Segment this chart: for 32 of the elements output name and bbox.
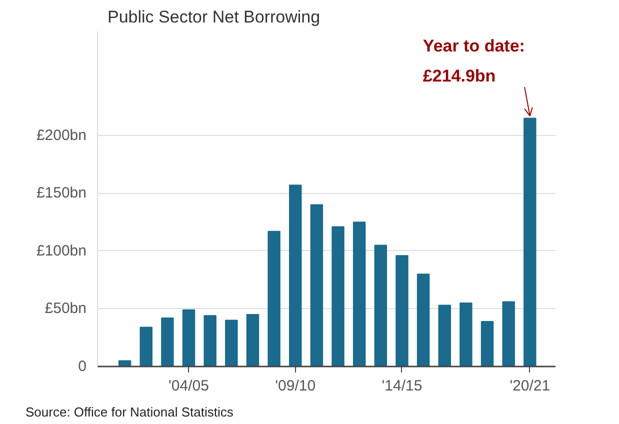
bar <box>289 184 302 366</box>
x-tick-label: '20/21 <box>510 378 550 394</box>
bar <box>310 204 324 366</box>
bar <box>118 360 132 366</box>
bar <box>332 226 344 366</box>
bar <box>396 255 408 366</box>
bar <box>161 317 174 366</box>
x-tick-label: '09/10 <box>275 378 316 394</box>
source-note: Source: Office for National Statistics <box>26 404 234 420</box>
bar <box>204 315 216 366</box>
bar <box>182 309 196 366</box>
bar <box>438 304 451 366</box>
bar <box>225 320 238 366</box>
bar <box>416 274 430 366</box>
x-tick-label: '14/15 <box>382 378 422 394</box>
y-tick-label: £100bn <box>36 242 87 260</box>
bar <box>246 314 260 366</box>
bar <box>374 244 388 366</box>
bar <box>460 302 472 366</box>
bar <box>352 222 366 366</box>
y-tick-label: £200bn <box>36 126 87 144</box>
y-tick-label: 0 <box>78 358 86 375</box>
bar <box>480 320 494 366</box>
bar <box>140 326 152 366</box>
annotation: Year to date: £214.9bn <box>422 36 525 86</box>
bar <box>502 301 515 366</box>
chart-title: Public Sector Net Borrowing <box>108 8 320 26</box>
bar <box>268 230 280 366</box>
y-tick-label: £150bn <box>36 184 87 202</box>
x-tick-label: '04/05 <box>168 378 209 394</box>
y-tick-label: £50bn <box>44 300 87 318</box>
bar <box>524 118 536 366</box>
